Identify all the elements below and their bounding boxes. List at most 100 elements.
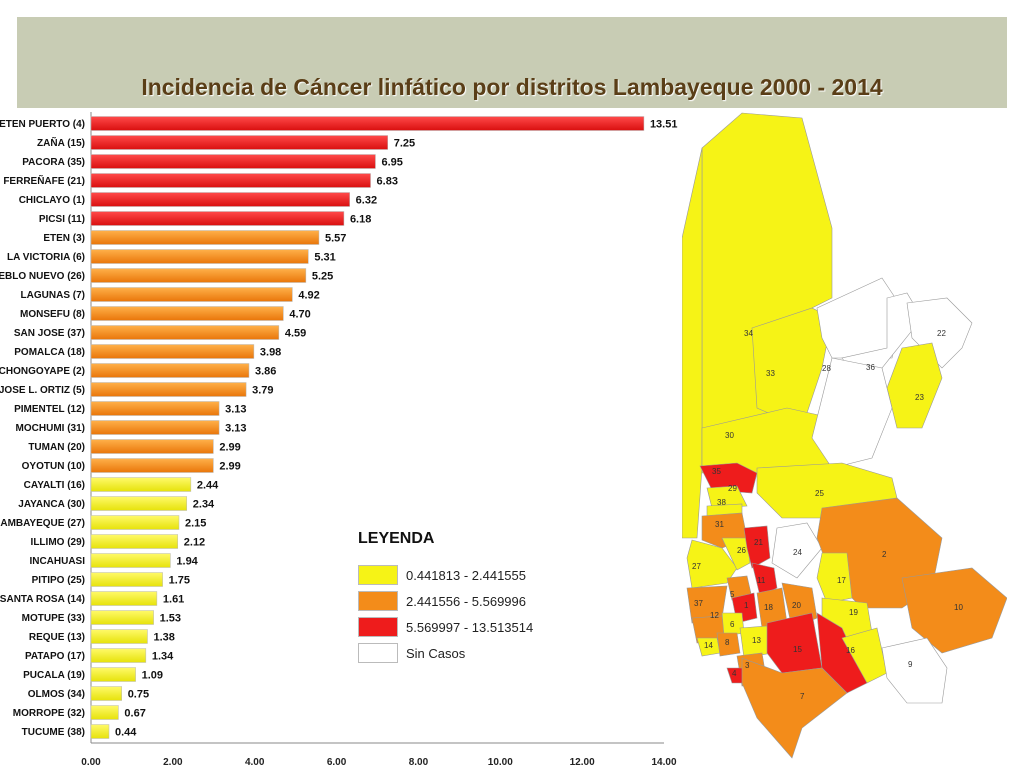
value-label: 6.83 [377,176,398,188]
x-tick-label: 0.00 [81,757,101,768]
bar [90,515,180,530]
map-district-number: 34 [744,329,753,338]
value-label: 3.86 [255,366,276,378]
value-label: 2.34 [193,499,215,511]
map-district-number: 6 [730,620,735,629]
bar [90,401,220,416]
x-tick-label: 14.00 [651,757,676,768]
map-district-number: 4 [732,669,737,678]
category-label: JAYANCA (30) [18,499,85,510]
map-district-8 [716,632,741,657]
map-district-27 [686,539,738,589]
value-label: 4.59 [285,328,306,340]
map-district-number: 9 [908,660,913,669]
map-district-number: 38 [717,498,726,507]
legend-label: Sin Casos [406,645,466,661]
bar [90,705,119,720]
map-district-number: 15 [793,645,802,654]
map-district-16 [816,612,868,694]
district-map: 34 22 33 28 36 23 30 35 29 25 38 31 21 26 24 2 27 11 17 5 37… [682,108,1007,768]
map-district-24 [771,522,823,579]
legend-item-red: 5.569997 - 13.513514 [358,614,578,640]
map-district-number: 36 [866,363,875,372]
category-label: MORROPE (32) [13,708,85,719]
map-district-number: 3 [745,661,750,670]
map-district-big-white [811,357,893,469]
bar [90,458,214,473]
category-label: CHONGOYAPE (2) [0,366,85,377]
bar [90,572,163,587]
bar-chart-svg: ETEN PUERTO (4) 13.51 ZAÑA (15) 7.25 PACORA … [0,112,678,768]
bar [90,534,179,549]
bar [90,591,158,606]
x-tick-label: 4.00 [245,757,265,768]
map-district-15 [766,612,823,674]
map-district-number: 20 [792,601,801,610]
value-label: 1.94 [176,556,198,568]
value-label: 13.51 [650,119,678,131]
map-district-number: 19 [849,608,858,617]
category-label: TUCUME (38) [22,727,85,738]
category-label: OLMOS (34) [28,689,85,700]
map-district-number: 23 [915,393,924,402]
bar [90,477,192,492]
category-label: ILLIMO (29) [31,537,85,548]
map-district-number: 37 [694,599,703,608]
map-district-number: 31 [715,520,724,529]
map-district-26 [721,537,751,571]
category-label: PITIPO (25) [32,575,85,586]
category-label: OYOTUN (10) [22,461,85,472]
map-district-number: 8 [725,638,730,647]
value-label: 1.75 [169,575,190,587]
map-district-number: 35 [712,467,721,476]
legend-label: 5.569997 - 13.513514 [406,619,534,635]
value-label: 1.34 [152,651,174,663]
value-label: 1.38 [153,632,174,644]
map-district-10 [901,567,1007,654]
value-label: 2.99 [219,461,240,473]
bar [90,363,250,378]
category-label: JOSE L. ORTIZ (5) [0,385,85,396]
legend-label: 0.441813 - 2.441555 [406,567,526,583]
category-label: INCAHUASI [29,556,85,567]
bar [90,420,220,435]
map-district-number: 22 [937,329,946,338]
bar [90,287,293,302]
category-label: SANTA ROSA (14) [0,594,85,605]
category-label: LA VICTORIA (6) [7,252,85,263]
map-district-35 [699,462,758,494]
legend: LEYENDA 0.441813 - 2.441555 2.441556 - 5… [358,530,578,666]
map-district-7 [741,657,848,759]
bar [90,192,350,207]
value-label: 1.53 [160,613,181,625]
bar [90,629,148,644]
value-label: 5.57 [325,233,346,245]
bar [90,306,284,321]
value-label: 0.44 [115,727,137,739]
category-label: LAGUNAS (7) [21,290,85,301]
value-label: 2.15 [185,518,206,530]
bar [90,116,645,131]
map-district-number: 2 [882,550,887,559]
value-label: 6.18 [350,214,371,226]
category-label: PATAPO (17) [25,651,85,662]
map-district-number: 33 [766,369,775,378]
value-label: 3.98 [260,347,281,359]
page-title: Incidencia de Cáncer linfático por distr… [141,74,883,100]
value-label: 6.32 [356,195,377,207]
bar [90,135,388,150]
bar [90,230,320,245]
category-label: PUCALA (19) [23,670,85,681]
value-label: 1.09 [142,670,163,682]
legend-label: 2.441556 - 5.569996 [406,593,526,609]
map-district-number: 26 [737,546,746,555]
map-district-11 [751,562,778,597]
category-label: ETEN (3) [43,233,85,244]
legend-swatch-red [358,617,398,637]
map-district-number: 16 [846,646,855,655]
bar [90,344,255,359]
category-label: PIMENTEL (12) [14,404,85,415]
category-label: LAMBAYEQUE (27) [0,518,85,529]
map-district-number: 27 [692,562,701,571]
bar-chart: ETEN PUERTO (4) 13.51 ZAÑA (15) 7.25 PACORA … [0,108,682,768]
